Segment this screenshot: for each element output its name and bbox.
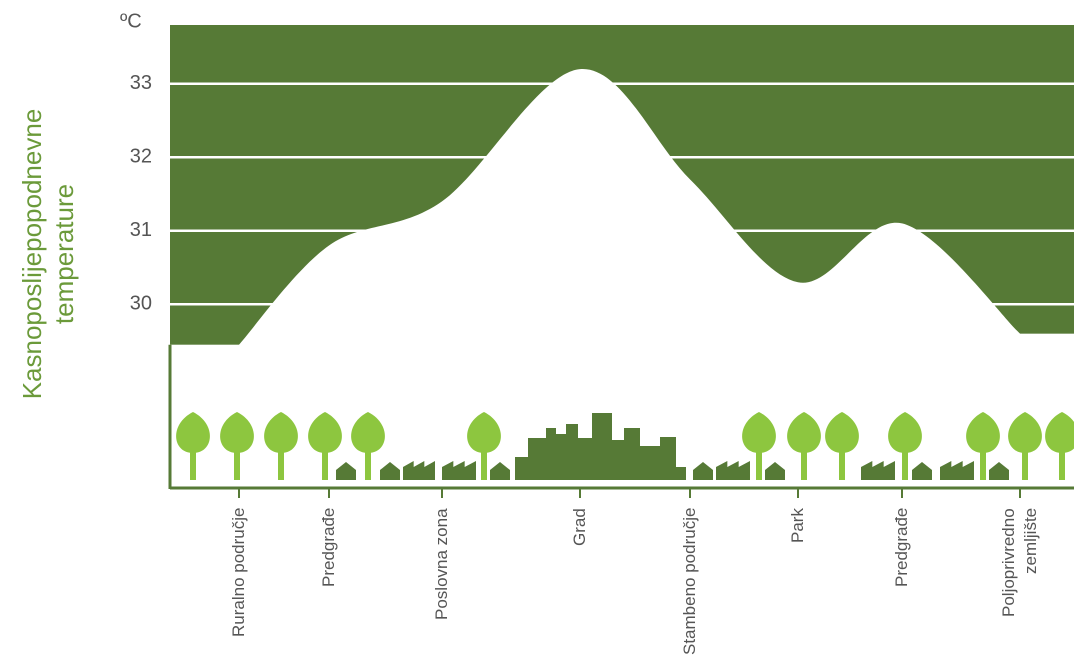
y-tick-label: 30 [130,293,152,315]
tree-trunk [756,450,762,480]
tree-trunk [801,450,807,480]
tree-trunk [190,450,196,480]
tree-icon [308,412,342,453]
x-tick-label: Park [788,508,807,543]
tree-trunk [902,450,908,480]
tree-icon [467,412,501,453]
tree-icon [888,412,922,453]
tree-trunk [234,450,240,480]
house-icon [693,462,713,480]
tree-trunk [1059,450,1065,480]
factory-icon [940,461,974,480]
y-tick-label: 33 [130,72,152,94]
tree-icon [1045,412,1074,453]
x-tick-label: Ruralno područje [229,508,248,638]
unit-label: ºC [120,10,142,32]
y-tick-label: 31 [130,219,152,241]
x-tick-label: Stambeno područje [680,508,699,656]
tree-icon [264,412,298,453]
tree-icon [966,412,1000,453]
factory-icon [442,461,476,480]
house-icon [989,462,1009,480]
tree-trunk [481,450,487,480]
tree-icon [825,412,859,453]
house-icon [336,462,356,480]
x-tick-label: Predgrađe [319,508,338,588]
tree-icon [787,412,821,453]
tree-icon [742,412,776,453]
x-tick-label: Predgrađe [892,508,911,588]
house-icon [912,462,932,480]
tree-trunk [322,450,328,480]
tree-icon [351,412,385,453]
city-icon [515,413,686,480]
tree-trunk [839,450,845,480]
factory-icon [861,461,895,480]
y-tick-label: 32 [130,146,152,168]
house-icon [380,462,400,480]
factory-icon [716,461,750,480]
x-tick-label: Poljoprivredno zemljište [999,508,1040,617]
house-icon [765,462,785,480]
house-icon [490,462,510,480]
area [239,68,1020,488]
tree-trunk [365,450,371,480]
y-axis-title: Kasnoposlijepopodnevne temperature [17,108,79,400]
tree-trunk [980,450,986,480]
tree-icon [1008,412,1042,453]
tree-trunk [1022,450,1028,480]
factory-icon [403,461,435,480]
tree-icon [176,412,210,453]
tree-icon [220,412,254,453]
area-edge [170,344,240,488]
x-tick-label: Grad [570,508,589,546]
tree-trunk [278,450,284,480]
x-tick-label: Poslovna zona [432,508,451,620]
